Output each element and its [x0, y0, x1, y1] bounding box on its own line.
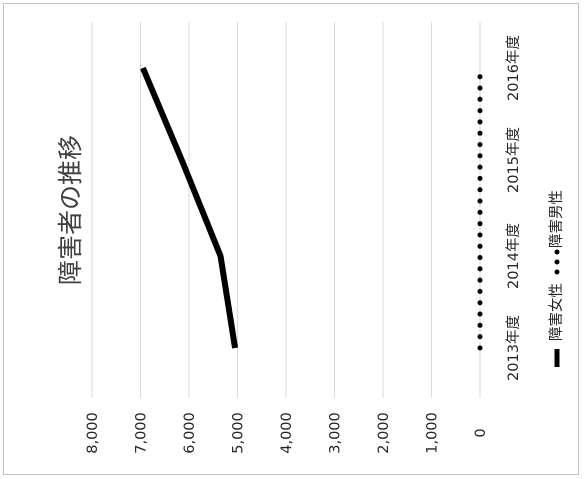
y-tick-label: 3,000: [328, 412, 344, 454]
legend-label-障害男性: 障害男性: [547, 190, 565, 248]
legend-label-障害女性: 障害女性: [547, 283, 565, 341]
y-tick-label: 8,000: [85, 412, 101, 454]
y-tick-label: 2,000: [376, 412, 392, 454]
y-tick-label: 6,000: [182, 412, 198, 454]
category-labels: 2013年度 2014年度 2015年度 2016年度: [505, 35, 522, 381]
legend-dot: [554, 249, 560, 255]
y-tick-label: 5,000: [231, 412, 247, 454]
y-tick-label: 0: [473, 428, 489, 437]
series-lines: [140, 65, 483, 351]
y-axis-tick-labels: 0 1,000 2,000 3,000 4,000 5,000 6,000 7,000 8,00…: [85, 412, 489, 454]
category-label: 2015年度: [505, 127, 522, 193]
category-label: 2013年度: [505, 315, 522, 381]
y-tick-label: 1,000: [425, 412, 441, 454]
y-tick-label: 7,000: [134, 412, 150, 454]
legend: 障害女性 障害男性: [547, 190, 565, 367]
legend-dot: [554, 269, 560, 275]
legend-dot: [554, 259, 560, 265]
legend-swatch-障害男性: [554, 249, 560, 275]
y-tick-label: 4,000: [279, 412, 295, 454]
category-label: 2014年度: [505, 223, 522, 289]
category-label: 2016年度: [505, 35, 522, 101]
series-line-障害女性: [140, 66, 239, 349]
chart-title: 障害者の推移: [56, 135, 85, 285]
chart-frame: [3, 3, 579, 475]
